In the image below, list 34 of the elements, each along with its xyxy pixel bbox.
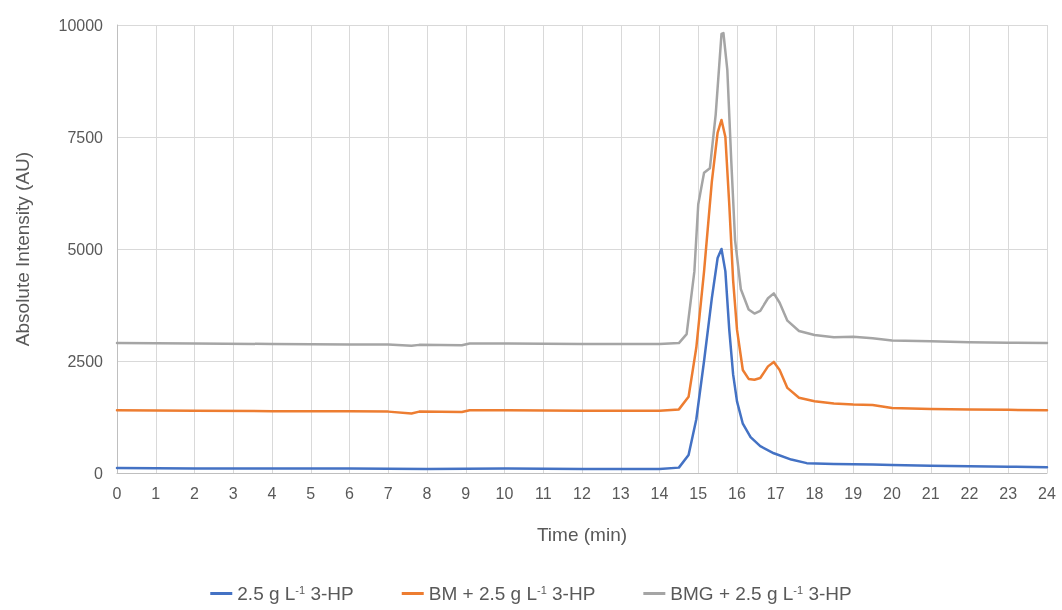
x-tick-label: 15 xyxy=(689,484,708,502)
x-tick-label: 19 xyxy=(844,484,863,502)
x-tick-label: 14 xyxy=(650,484,669,502)
x-tick-label: 9 xyxy=(461,484,471,502)
y-tick-label: 2500 xyxy=(67,352,104,370)
x-tick-label: 21 xyxy=(921,484,940,502)
x-tick-label: 8 xyxy=(422,484,432,502)
y-tick-label: 10000 xyxy=(58,16,104,34)
x-tick-label: 7 xyxy=(383,484,393,502)
x-tick-label: 0 xyxy=(112,484,122,502)
x-tick-label: 10 xyxy=(495,484,514,502)
x-tick-label: 23 xyxy=(999,484,1018,502)
x-tick-label: 13 xyxy=(611,484,630,502)
x-tick-label: 4 xyxy=(267,484,277,502)
x-tick-label: 5 xyxy=(306,484,316,502)
x-tick-label: 3 xyxy=(228,484,238,502)
x-tick-label: 16 xyxy=(728,484,746,502)
x-tick-label: 22 xyxy=(960,484,979,502)
x-tick-label: 6 xyxy=(345,484,355,502)
x-tick-label: 11 xyxy=(534,484,552,502)
x-tick-label: 20 xyxy=(883,484,901,502)
x-axis-title: Time (min) xyxy=(536,524,628,545)
y-tick-label: 0 xyxy=(94,464,104,482)
x-tick-label: 24 xyxy=(1038,484,1056,502)
x-tick-label: 1 xyxy=(151,484,161,502)
x-tick-label: 18 xyxy=(805,484,824,502)
x-tick-label: 2 xyxy=(190,484,200,502)
x-tick-label: 17 xyxy=(766,484,785,502)
line-series xyxy=(115,31,1049,348)
y-tick-label: 5000 xyxy=(67,240,104,258)
line-series xyxy=(115,118,1049,415)
x-tick-label: 12 xyxy=(573,484,591,502)
y-axis-title: Absolute Intensity (AU) xyxy=(12,151,33,347)
y-tick-label: 7500 xyxy=(67,128,104,146)
